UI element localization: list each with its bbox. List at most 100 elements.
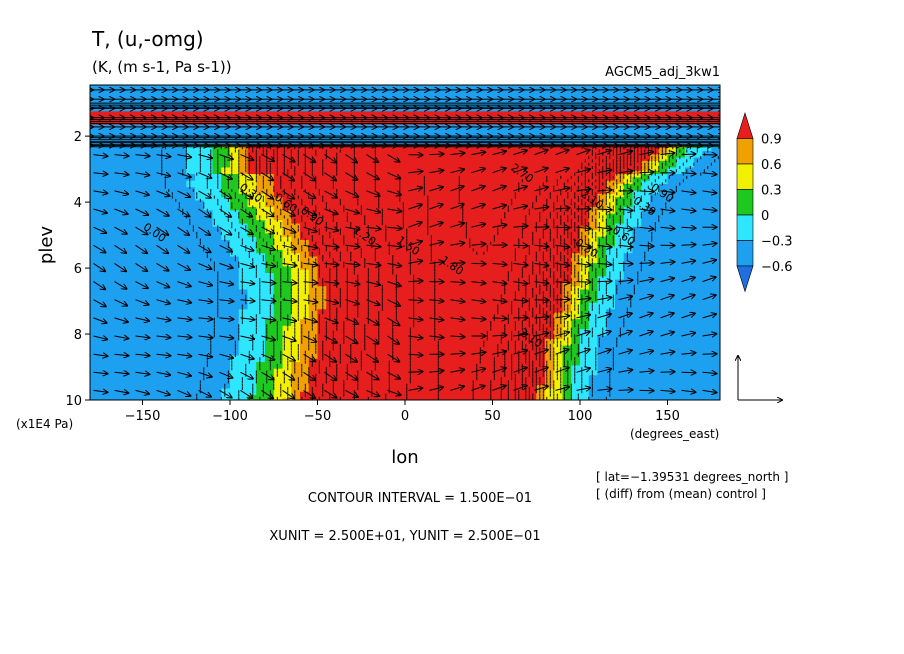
heat-cell — [597, 85, 607, 89]
heat-cell — [501, 91, 511, 96]
heat-cell — [335, 273, 345, 277]
heat-cell — [457, 164, 467, 169]
heat-cell — [282, 299, 292, 304]
heat-cell — [361, 216, 371, 221]
heat-cell — [195, 296, 205, 300]
heat-cell — [361, 223, 371, 228]
heat-cell — [343, 210, 354, 215]
heat-cell — [361, 292, 371, 297]
heat-cell — [317, 174, 327, 178]
heat-cell — [230, 127, 240, 132]
heat-cell — [133, 193, 144, 198]
heat-cell — [615, 190, 625, 195]
heat-cell — [466, 296, 476, 300]
heat-cell — [405, 154, 415, 159]
heat-cell — [623, 213, 634, 218]
heat-cell — [273, 177, 284, 182]
heat-cell — [160, 256, 170, 261]
heat-cell — [186, 111, 196, 116]
heat-cell — [326, 180, 336, 185]
heat-cell — [615, 223, 625, 228]
heat-cell — [405, 177, 415, 182]
heat-cell — [676, 91, 686, 96]
heat-cell — [475, 305, 485, 310]
heat-cell — [413, 253, 424, 258]
heat-cell — [317, 213, 327, 218]
heat-cell — [378, 240, 389, 244]
heat-cell — [361, 207, 371, 211]
heat-cell — [300, 296, 310, 300]
heat-cell — [282, 220, 292, 225]
heat-cell — [308, 240, 319, 244]
heat-cell — [221, 279, 231, 284]
heat-cell — [177, 305, 187, 310]
heat-cell — [116, 220, 126, 225]
heat-cell — [195, 309, 205, 314]
heat-cell — [300, 127, 310, 132]
heat-cell — [448, 276, 459, 281]
heat-cell — [370, 150, 380, 155]
heat-cell — [536, 223, 546, 228]
heat-cell — [571, 305, 581, 310]
heat-cell — [632, 302, 642, 307]
heat-cell — [256, 164, 266, 169]
heat-cell — [483, 273, 494, 277]
heat-cell — [413, 160, 424, 165]
heat-cell — [440, 256, 450, 261]
heat-cell — [536, 240, 546, 244]
heat-cell — [606, 193, 616, 198]
heat-cell — [116, 305, 126, 310]
heat-cell — [615, 226, 625, 231]
heat-cell — [125, 286, 135, 291]
heat-cell — [422, 305, 432, 310]
heat-cell — [300, 249, 310, 254]
heat-cell — [221, 253, 231, 258]
heat-cell — [133, 203, 144, 208]
heat-cell — [370, 203, 380, 208]
heat-cell — [448, 236, 459, 241]
heat-cell — [107, 164, 117, 169]
heat-cell — [125, 282, 135, 287]
heat-cell — [326, 187, 336, 192]
heat-cell — [606, 289, 616, 294]
heat-cell — [343, 111, 354, 116]
heat-cell — [545, 223, 555, 228]
heat-cell — [335, 147, 345, 152]
heat-cell — [615, 246, 625, 251]
heat-cell — [650, 213, 660, 218]
heat-cell — [361, 187, 371, 192]
heat-cell — [492, 223, 502, 228]
heat-cell — [553, 305, 564, 310]
heat-cell — [221, 183, 231, 188]
heat-cell — [615, 210, 625, 215]
heat-cell — [343, 216, 354, 221]
heat-cell — [142, 226, 152, 231]
heat-cell — [623, 164, 634, 169]
heat-cell — [483, 256, 494, 261]
heat-cell — [317, 150, 327, 155]
heat-cell — [151, 177, 161, 182]
heat-cell — [186, 243, 196, 248]
heat-cell — [510, 177, 520, 182]
heat-cell — [212, 157, 222, 162]
heat-cell — [466, 233, 476, 238]
heat-cell — [160, 216, 170, 221]
heat-cell — [317, 256, 327, 261]
heat-cell — [300, 240, 310, 244]
heat-cell — [667, 164, 677, 169]
heat-cell — [475, 253, 485, 258]
heat-cell — [256, 180, 266, 185]
heat-cell — [606, 292, 616, 297]
heat-cell — [483, 220, 494, 225]
heat-cell — [378, 236, 389, 241]
heat-cell — [606, 256, 616, 261]
heat-cell — [711, 213, 720, 218]
heat-cell — [658, 183, 669, 188]
heat-cell — [160, 91, 170, 96]
heat-cell — [142, 187, 152, 192]
heat-cell — [308, 190, 319, 195]
heat-cell — [405, 157, 415, 162]
heat-cell — [431, 286, 441, 291]
heat-cell — [168, 177, 179, 182]
heat-cell — [676, 259, 686, 264]
